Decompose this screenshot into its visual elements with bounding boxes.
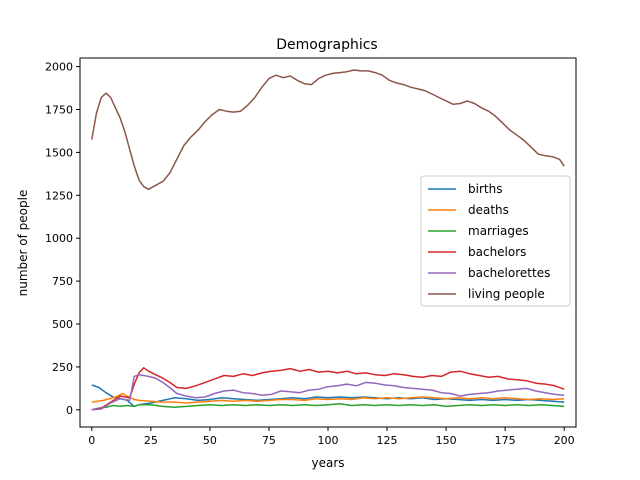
series-line-deaths: [91, 392, 565, 404]
legend: births deaths marriages bachelors bacheloret…: [420, 175, 571, 307]
series-line-bachelors: [91, 367, 565, 411]
legend-label-bachelorettes: bachelorettes: [468, 266, 550, 280]
legend-label-births: births: [468, 182, 502, 196]
series-line-bachelorettes: [91, 373, 565, 411]
y-axis-label: number of people: [16, 190, 30, 297]
series-line-marriages: [91, 403, 565, 411]
x-tick-label: 150: [436, 434, 457, 447]
legend-box: [420, 175, 571, 307]
y-tick-label: 0: [66, 404, 73, 417]
chart-title: Demographics: [276, 37, 377, 53]
x-tick-label: 125: [377, 434, 398, 447]
legend-label-deaths: deaths: [468, 203, 509, 217]
y-axis-ticks: 0 250 500 750 1000 1250 1500 1750 2000: [45, 61, 80, 417]
x-tick-label: 200: [554, 434, 575, 447]
x-tick-label: 25: [144, 434, 158, 447]
legend-label-marriages: marriages: [468, 224, 529, 238]
y-tick-label: 1250: [45, 189, 73, 202]
x-tick-label: 75: [262, 434, 276, 447]
legend-label-living-people: living people: [468, 287, 545, 301]
y-tick-label: 2000: [45, 61, 73, 74]
x-tick-label: 50: [203, 434, 217, 447]
series-line-living-people: [91, 69, 565, 191]
y-tick-label: 250: [52, 361, 73, 374]
y-tick-label: 1750: [45, 103, 73, 116]
y-tick-label: 750: [52, 275, 73, 288]
x-axis-ticks: 0 25 50 75 100 125 150 175 200: [88, 427, 575, 447]
x-axis-label: years: [311, 456, 344, 470]
x-tick-label: 0: [88, 434, 95, 447]
legend-label-bachelors: bachelors: [468, 245, 526, 259]
y-tick-label: 500: [52, 318, 73, 331]
x-tick-label: 175: [495, 434, 516, 447]
y-tick-label: 1500: [45, 146, 73, 159]
series-line-births: [91, 384, 565, 408]
y-tick-label: 1000: [45, 232, 73, 245]
series-lines: [91, 69, 565, 411]
x-tick-label: 100: [318, 434, 339, 447]
